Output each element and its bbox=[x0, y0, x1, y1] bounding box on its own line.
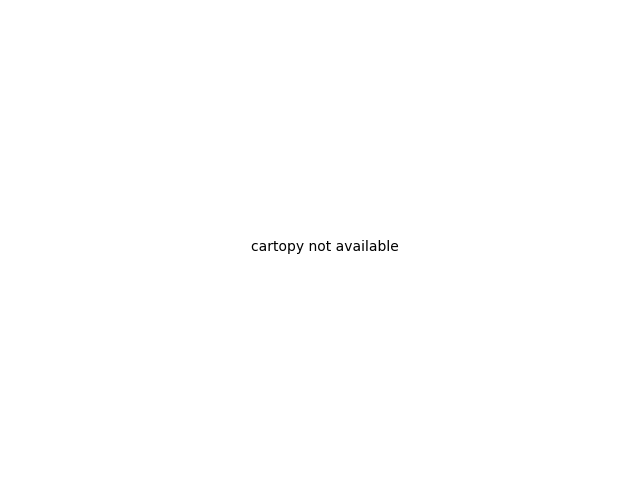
Text: cartopy not available: cartopy not available bbox=[251, 241, 399, 254]
